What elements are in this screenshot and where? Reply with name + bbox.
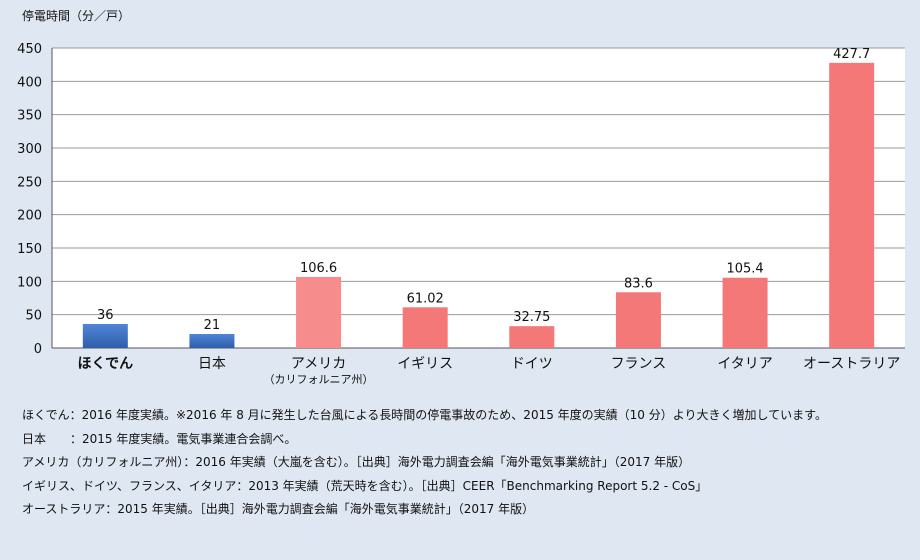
y-tick-label: 50 [25, 309, 42, 324]
x-tick-label: 日本 [198, 356, 226, 372]
x-tick-label: ドイツ [511, 356, 553, 372]
bar-value-label: 61.02 [407, 291, 444, 306]
note-line: ほくでん：2016 年度実績。※2016 年 8 月に発生した台風による長時間の… [22, 408, 827, 422]
bar [509, 326, 555, 348]
bar [82, 324, 128, 348]
notes: ほくでん：2016 年度実績。※2016 年 8 月に発生した台風による長時間の… [22, 404, 912, 522]
bar [402, 307, 448, 348]
bar-chart: 停電時間（分／戸） 0 50 100 150 200 250 300 350 400 450 36 ほく… [17, 8, 905, 386]
bar-value-label: 106.6 [300, 261, 337, 276]
note-line: オーストラリア：2015 年実績。［出典］海外電力調査会編「海外電気事業統計」（… [22, 502, 535, 516]
bar-value-label: 36 [97, 308, 114, 323]
y-tick-label: 400 [17, 75, 42, 90]
y-tick-label: 150 [17, 242, 42, 257]
bar [829, 62, 875, 348]
chart-area: 停電時間（分／戸） 0 50 100 150 200 250 300 350 400 450 36 ほく… [17, 8, 905, 386]
note-line: イギリス、ドイツ、フランス、イタリア：2013 年実績（荒天時を含む）。［出典］… [22, 478, 708, 493]
bar-value-label: 21 [204, 318, 221, 333]
y-tick-label: 300 [17, 142, 42, 157]
bar-value-label: 83.6 [624, 276, 653, 291]
y-tick-label: 350 [17, 109, 42, 124]
x-tick-label: イギリス [397, 356, 453, 372]
bar-value-label: 32.75 [513, 310, 550, 325]
note-line: アメリカ（カリフォルニア州）：2016 年実績（大嵐を含む）。［出典］海外電力調… [22, 455, 691, 469]
x-tick-label: オーストラリア [803, 356, 900, 372]
y-tick-label: 100 [17, 275, 42, 290]
x-tick-label: アメリカ [291, 356, 346, 372]
note-line: 日本 ：2015 年度実績。電気事業連合会調べ。 [22, 431, 297, 446]
y-tick-label: 0 [34, 342, 42, 357]
bar [296, 276, 342, 348]
x-tick-label: イタリア [717, 356, 772, 372]
y-tick-label: 200 [17, 209, 42, 224]
x-tick-label: ほくでん [78, 356, 134, 372]
x-tick-sublabel: （カリフォルニア州） [264, 373, 374, 386]
bar-value-label: 427.7 [833, 47, 870, 62]
y-axis-title: 停電時間（分／戸） [22, 8, 130, 23]
bar [722, 277, 768, 348]
y-tick-label: 450 [17, 42, 42, 57]
y-tick-label: 250 [17, 175, 42, 190]
bar [189, 334, 235, 348]
bar [615, 292, 661, 348]
plot-background [52, 48, 905, 348]
x-tick-label: フランス [611, 356, 667, 372]
bar-value-label: 105.4 [726, 262, 763, 277]
